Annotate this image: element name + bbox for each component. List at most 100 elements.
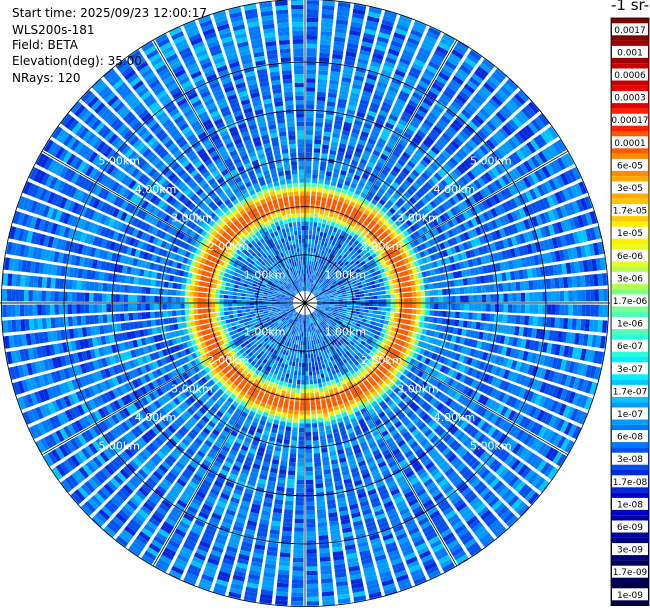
ray-gate (588, 243, 596, 256)
ray-gate (393, 212, 401, 219)
ray-gate (311, 405, 316, 411)
ray-gate (378, 227, 385, 234)
ray-gate (314, 292, 319, 296)
ray-gate (316, 288, 321, 292)
ray-gate (462, 211, 470, 220)
ray-gate (403, 131, 413, 140)
ray-gate (399, 259, 406, 266)
ray-gate (589, 227, 597, 241)
ray-gate (323, 251, 328, 257)
ray-gate (436, 339, 443, 347)
ray-gate (517, 194, 526, 206)
ray-gate (525, 292, 530, 302)
ray-gate (305, 436, 312, 441)
ray-gate (365, 252, 371, 258)
ray-gate (317, 262, 320, 268)
ray-gate (345, 288, 351, 292)
ray-gate (322, 140, 330, 146)
ray-gate (311, 270, 314, 275)
ray-gate (330, 66, 341, 73)
ray-gate (324, 261, 329, 267)
ray-gate (351, 295, 356, 298)
ray-gate (405, 127, 415, 136)
ray-gate (321, 447, 328, 453)
ray-gate (306, 9, 319, 14)
ray-gate (422, 97, 434, 107)
ray-gate (367, 138, 376, 145)
ray-gate (305, 336, 307, 342)
ray-gate (463, 260, 470, 268)
ray-gate (421, 122, 431, 132)
ray-gate (314, 239, 318, 245)
ray-gate (473, 114, 485, 125)
ray-gate (467, 139, 478, 149)
ray-gate (369, 303, 374, 307)
ray-gate (385, 235, 392, 242)
ray-gate (360, 192, 367, 199)
ray-gate (319, 209, 325, 215)
ray-gate (539, 213, 547, 225)
ray-gate (375, 244, 382, 250)
ray-gate (421, 172, 430, 181)
ray-gate (580, 319, 586, 331)
ray-gate (564, 219, 572, 231)
ray-gate (471, 277, 477, 285)
ray-gate (407, 160, 416, 169)
ray-gate (374, 279, 380, 284)
ray-gate (338, 305, 343, 307)
ray-gate (294, 527, 304, 532)
ray-gate (303, 341, 305, 346)
ray-gate (314, 130, 322, 136)
ray-gate (381, 290, 386, 295)
ray-gate (437, 289, 443, 296)
ray-gate (393, 256, 399, 263)
ray-gate (339, 262, 344, 267)
ray-gate (299, 353, 302, 359)
ray-gate (352, 283, 358, 287)
ray-gate (314, 292, 318, 296)
ray-gate (390, 326, 397, 332)
ray-gate (476, 313, 482, 321)
ray-gate (355, 170, 363, 177)
ray-gate (424, 316, 430, 322)
ray-7 (309, 20, 427, 292)
ray-gate (336, 155, 344, 162)
ray-gate (458, 90, 470, 101)
ray-gate (467, 321, 473, 329)
ray-gate (354, 289, 360, 293)
ray-gate (498, 216, 507, 226)
ray-gate (330, 260, 335, 265)
ray-gate (437, 169, 446, 178)
ray-gate (351, 243, 357, 249)
ray-gate (452, 75, 464, 86)
ray-gate (300, 345, 303, 350)
ray-gate (467, 259, 474, 268)
ray-gate (306, 130, 313, 135)
ray-gate (498, 314, 504, 323)
ray-gate (318, 65, 329, 71)
ray-gate (367, 313, 373, 317)
ray-gate (394, 312, 399, 318)
ray-gate (565, 262, 572, 274)
ray-gate (368, 292, 373, 296)
ray-gate (338, 308, 343, 311)
ray-gate (407, 309, 413, 314)
ray-gate (298, 344, 301, 350)
ray-gate (348, 186, 356, 193)
ray-gate (318, 273, 322, 278)
ray-gate (492, 344, 499, 354)
ray-gate (351, 249, 357, 255)
ray-gate (433, 310, 439, 317)
ray-gate (550, 251, 557, 263)
ray-gate (311, 274, 314, 280)
ray-gate (480, 256, 487, 265)
ray-gate (327, 280, 332, 285)
ray-gate (538, 304, 543, 315)
ray-gate (331, 58, 343, 64)
ray-gate (417, 199, 426, 208)
ray-gate (326, 220, 331, 226)
ray-gate (515, 281, 521, 291)
ray-gate (346, 109, 356, 116)
ray-gate (407, 144, 416, 153)
ray-gate (326, 273, 331, 278)
